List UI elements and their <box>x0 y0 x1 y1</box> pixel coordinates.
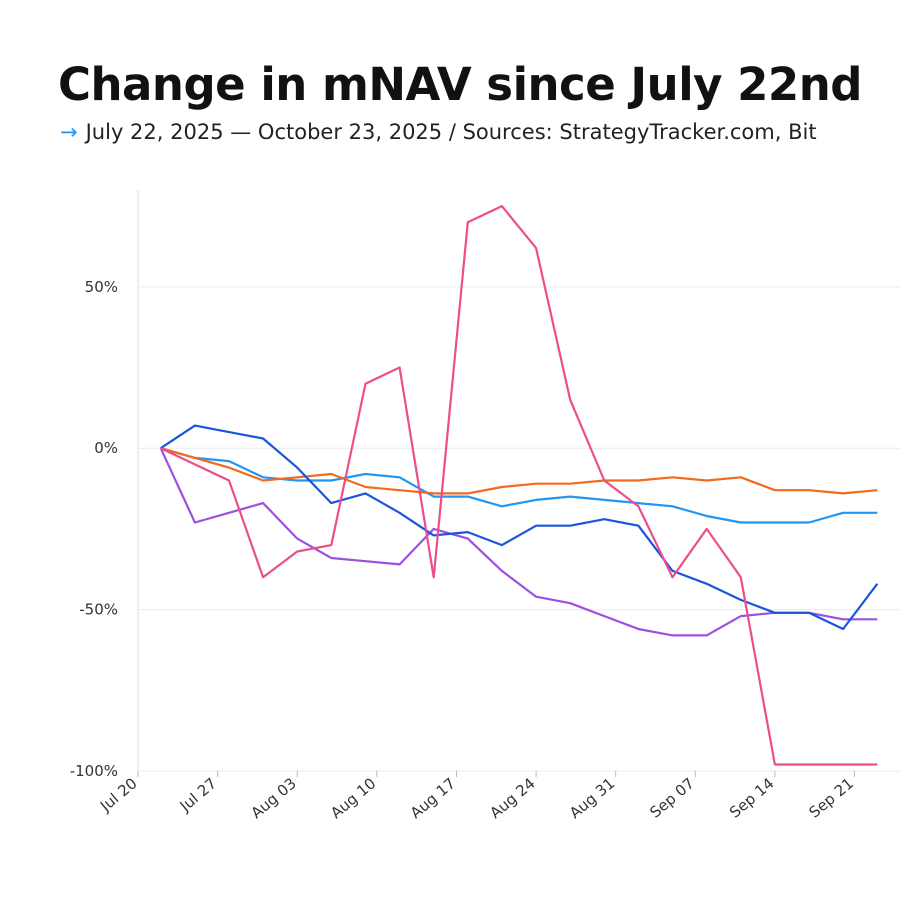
x-tick-label: Aug 17 <box>407 774 459 822</box>
series-line <box>160 205 878 766</box>
x-tick-label: Jul 20 <box>96 774 140 815</box>
x-tick-label: Sep 14 <box>726 774 778 821</box>
x-tick-label: Aug 24 <box>486 774 538 822</box>
x-tick-label: Sep 07 <box>646 774 698 821</box>
y-tick-label: 50% <box>85 278 118 296</box>
series-line <box>160 424 879 631</box>
arrow-icon: → <box>60 120 78 144</box>
x-tick-label: Jul 27 <box>176 774 220 815</box>
series-line <box>159 447 878 637</box>
x-tick-label: Aug 31 <box>566 774 618 822</box>
y-tick-label: -50% <box>79 601 118 619</box>
x-tick-label: Aug 10 <box>327 774 379 822</box>
chart-title: Change in mNAV since July 22nd <box>58 58 863 111</box>
x-tick-label: Aug 03 <box>248 774 300 822</box>
y-tick-label: -100% <box>70 762 118 780</box>
subtitle-row: → July 22, 2025 — October 23, 2025 / Sour… <box>60 120 817 144</box>
series-line <box>160 447 878 495</box>
x-tick-label: Sep 21 <box>806 774 858 821</box>
chart-subtitle: July 22, 2025 — October 23, 2025 / Sourc… <box>85 120 817 144</box>
y-tick-label: 0% <box>94 439 118 457</box>
